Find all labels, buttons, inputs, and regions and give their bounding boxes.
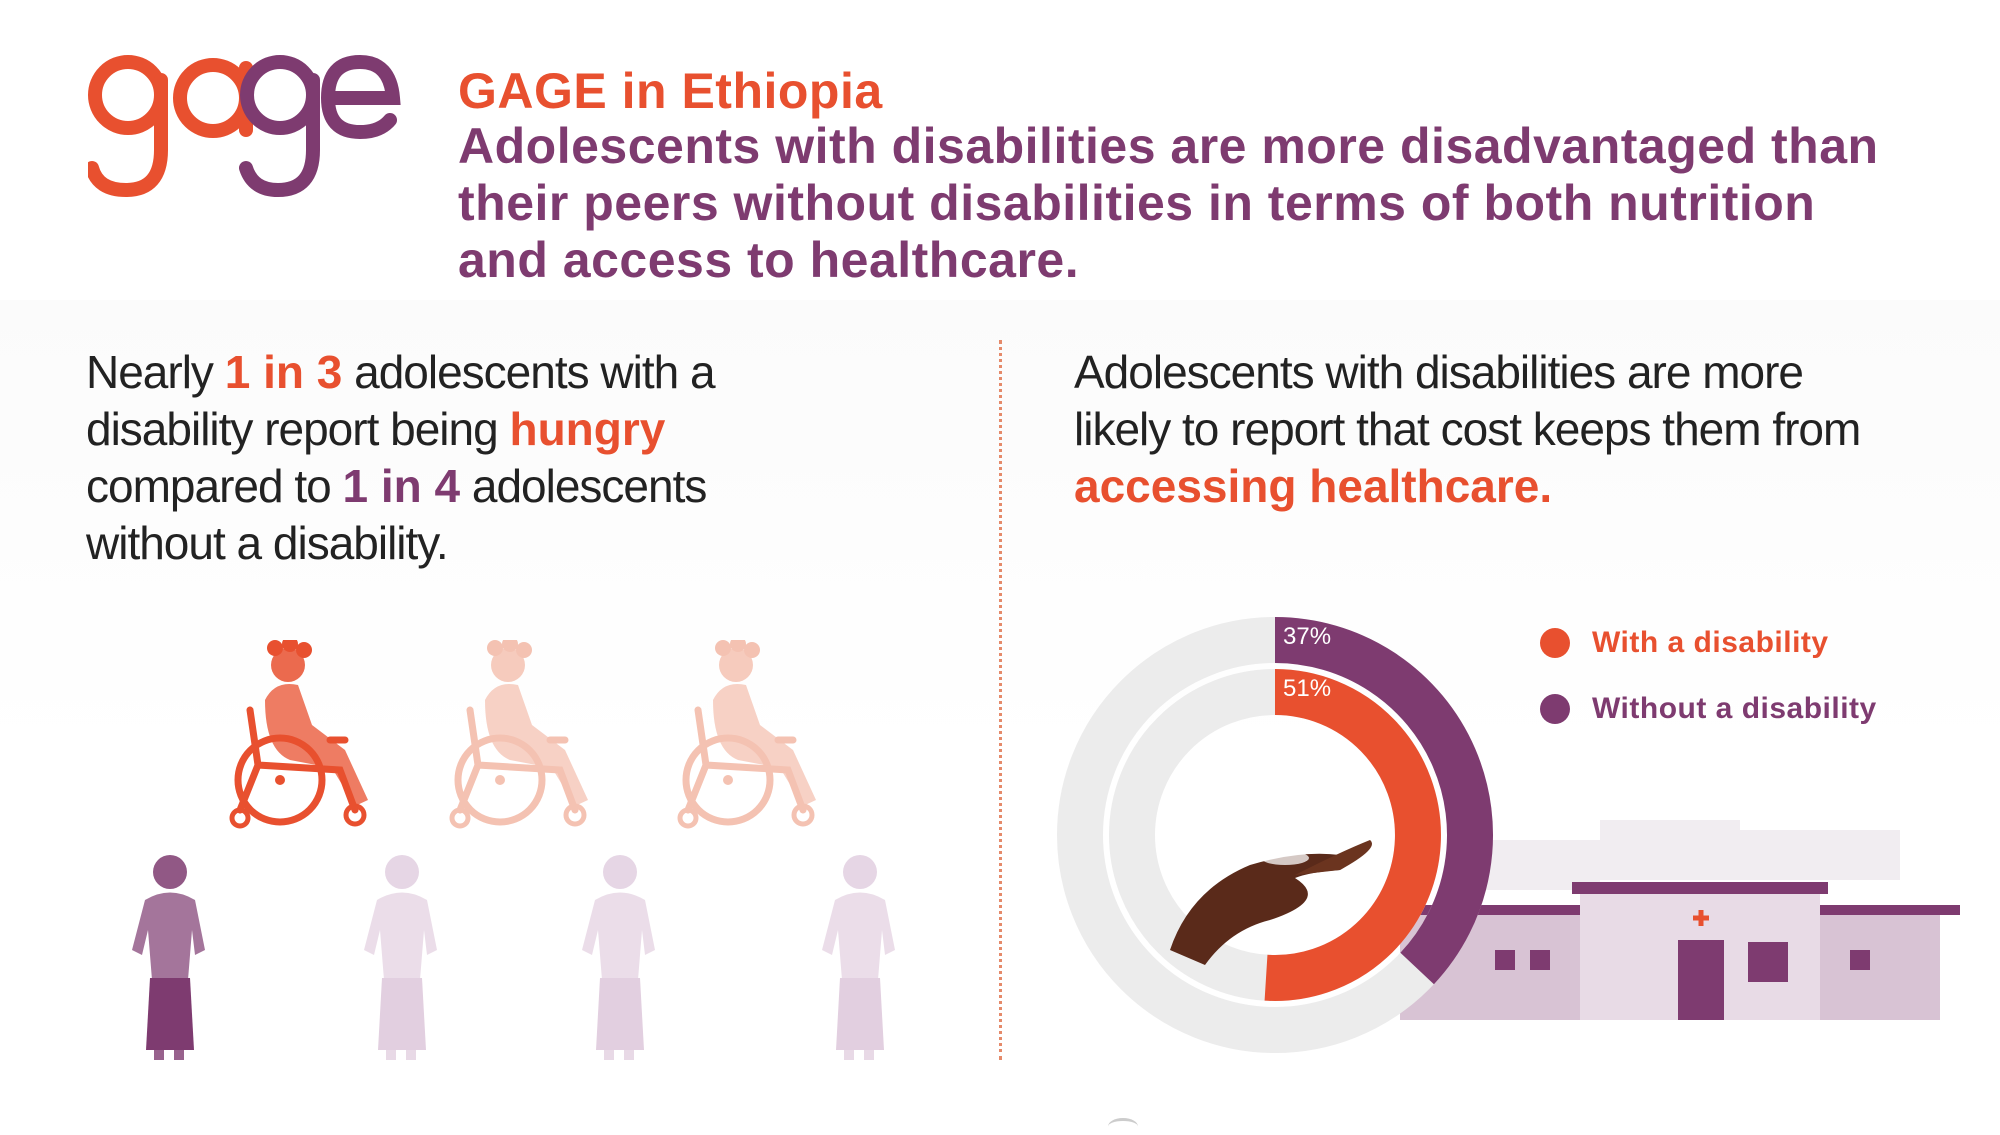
legend-item-without-disability: Without a disability	[1540, 676, 1877, 742]
series-arc-with-disability	[1264, 669, 1441, 1001]
legend-swatch-purple	[1540, 694, 1570, 724]
wheelchair-person-icon	[232, 640, 368, 826]
standing-person-icon-faded	[822, 855, 895, 1060]
healthcare-text-1: Adolescents with disabilities are more l…	[1074, 346, 1861, 455]
legend-label: Without a disability	[1592, 692, 1877, 725]
hunger-text-3: compared to	[86, 460, 343, 512]
healthcare-keyword: accessing healthcare	[1074, 460, 1540, 512]
healthcare-cost-donut-chart: 37% 51%	[1057, 617, 1493, 1053]
healthcare-statement: Adolescents with disabilities are more l…	[1074, 344, 1894, 515]
hunger-text-1: Nearly	[86, 346, 225, 398]
column-divider	[999, 340, 1002, 1060]
legend-swatch-orange	[1540, 628, 1570, 658]
data-label-without-disability: 37%	[1283, 623, 1331, 650]
wheelchair-person-icon-faded	[680, 640, 816, 826]
hunger-keyword: hungry	[509, 403, 666, 455]
people-illustration	[132, 640, 895, 1060]
legend-label: With a disability	[1592, 626, 1829, 659]
hand-icon	[1170, 840, 1372, 965]
healthcare-text-2: .	[1539, 460, 1553, 512]
legend-item-with-disability: With a disability	[1540, 610, 1877, 676]
hunger-statement: Nearly 1 in 3 adolescents with a disabil…	[86, 344, 806, 572]
hunger-text-2: adolescents with a disability report bei…	[86, 346, 716, 455]
hunger-stat-disability: 1 in 3	[224, 346, 343, 398]
series-arc-without-disability	[1274, 617, 1493, 985]
hunger-stat-no-disability: 1 in 4	[342, 460, 461, 512]
standing-person-icon-faded	[582, 855, 655, 1060]
decorative-arc	[1108, 1118, 1138, 1135]
standing-person-icon	[132, 855, 205, 1060]
chart-legend: With a disability Without a disability	[1540, 610, 1877, 742]
data-label-with-disability: 51%	[1283, 675, 1331, 702]
hunger-text-4: adolescents without a disability.	[86, 460, 707, 569]
standing-person-icon-faded	[364, 855, 437, 1060]
header-title: Adolescents with disabilities are more d…	[458, 118, 1879, 288]
header-subtitle: GAGE in Ethiopia	[458, 63, 883, 119]
wheelchair-person-icon-faded	[452, 640, 588, 826]
gage-logo	[88, 54, 401, 198]
